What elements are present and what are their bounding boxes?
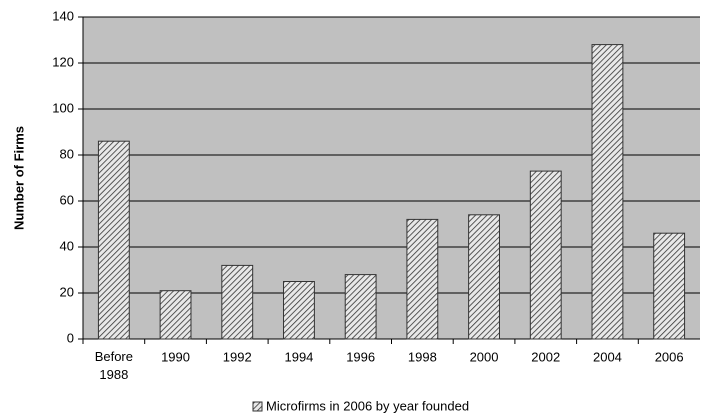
x-tick-label: 1990 — [161, 349, 190, 364]
y-tick-label: 120 — [52, 54, 74, 69]
bar — [283, 281, 315, 340]
x-tick-label: 2002 — [531, 349, 560, 364]
bar — [221, 264, 254, 340]
bar — [406, 218, 439, 340]
bar — [344, 274, 377, 340]
legend-label: Microfirms in 2006 by year founded — [266, 398, 469, 413]
x-tick-label: 1998 — [408, 349, 437, 364]
x-tick-label: 2000 — [470, 349, 499, 364]
bar — [529, 170, 562, 340]
y-tick-label: 20 — [60, 284, 74, 299]
bar — [159, 290, 192, 340]
bar — [97, 140, 130, 340]
bar — [653, 232, 686, 340]
bar — [591, 44, 624, 340]
x-tick-label: 1992 — [223, 349, 252, 364]
y-axis-title: Number of Firms — [11, 126, 26, 230]
y-tick-label: 140 — [52, 8, 74, 23]
x-tick-label: 2004 — [593, 349, 622, 364]
y-tick-label: 0 — [67, 330, 74, 345]
y-tick-label: 100 — [52, 100, 74, 115]
y-tick-label: 60 — [60, 192, 74, 207]
x-tick-label: 1996 — [346, 349, 375, 364]
legend-swatch — [252, 401, 263, 412]
x-tick-label: 1994 — [284, 349, 313, 364]
x-tick-label: 2006 — [655, 349, 684, 364]
y-tick-label: 80 — [60, 146, 74, 161]
bar — [468, 214, 500, 340]
y-tick-label: 40 — [60, 238, 74, 253]
x-tick-label: Before 1988 — [95, 349, 133, 382]
